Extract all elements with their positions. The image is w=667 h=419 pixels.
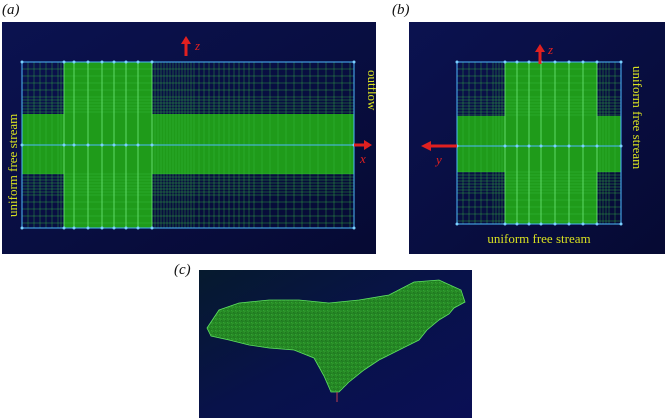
panel-b-svg: z y uniform free stream uniform free str… bbox=[409, 22, 665, 254]
panel-b-label: (b) bbox=[392, 2, 410, 18]
panel-a-label: (a) bbox=[2, 2, 20, 18]
panel-a-z-axis-arrow bbox=[181, 36, 191, 56]
panel-a-x-axis-label: x bbox=[359, 151, 366, 166]
panel-a-mesh-view: z x uniform free stream outflow bbox=[2, 22, 376, 254]
panel-b-right-caption: uniform free stream bbox=[630, 66, 645, 169]
panel-a-x-axis-arrow bbox=[354, 140, 372, 150]
panel-a-z-axis-label: z bbox=[194, 38, 200, 53]
panel-b-y-axis-arrow bbox=[421, 141, 457, 151]
panel-b-frame-nodes bbox=[455, 60, 623, 226]
panel-b-z-axis-label: z bbox=[547, 42, 553, 57]
panel-b-bottom-caption: uniform free stream bbox=[487, 231, 590, 246]
panel-b-mesh bbox=[456, 61, 622, 224]
panel-b-mesh-view: z y uniform free stream uniform free str… bbox=[409, 22, 665, 254]
panel-c-svg bbox=[199, 270, 472, 418]
panel-c-label: (c) bbox=[174, 262, 191, 278]
panel-a-left-caption: uniform free stream bbox=[5, 114, 20, 217]
panel-b-y-axis-label: y bbox=[434, 152, 442, 167]
panel-a-right-caption: outflow bbox=[365, 70, 376, 111]
panel-c-terrain-surface bbox=[206, 279, 466, 393]
panel-a-svg: z x uniform free stream outflow bbox=[2, 22, 376, 254]
panel-b-z-axis-arrow bbox=[535, 44, 545, 64]
panel-a-frame-nodes bbox=[20, 60, 356, 230]
panel-c-surface-view bbox=[199, 270, 472, 418]
